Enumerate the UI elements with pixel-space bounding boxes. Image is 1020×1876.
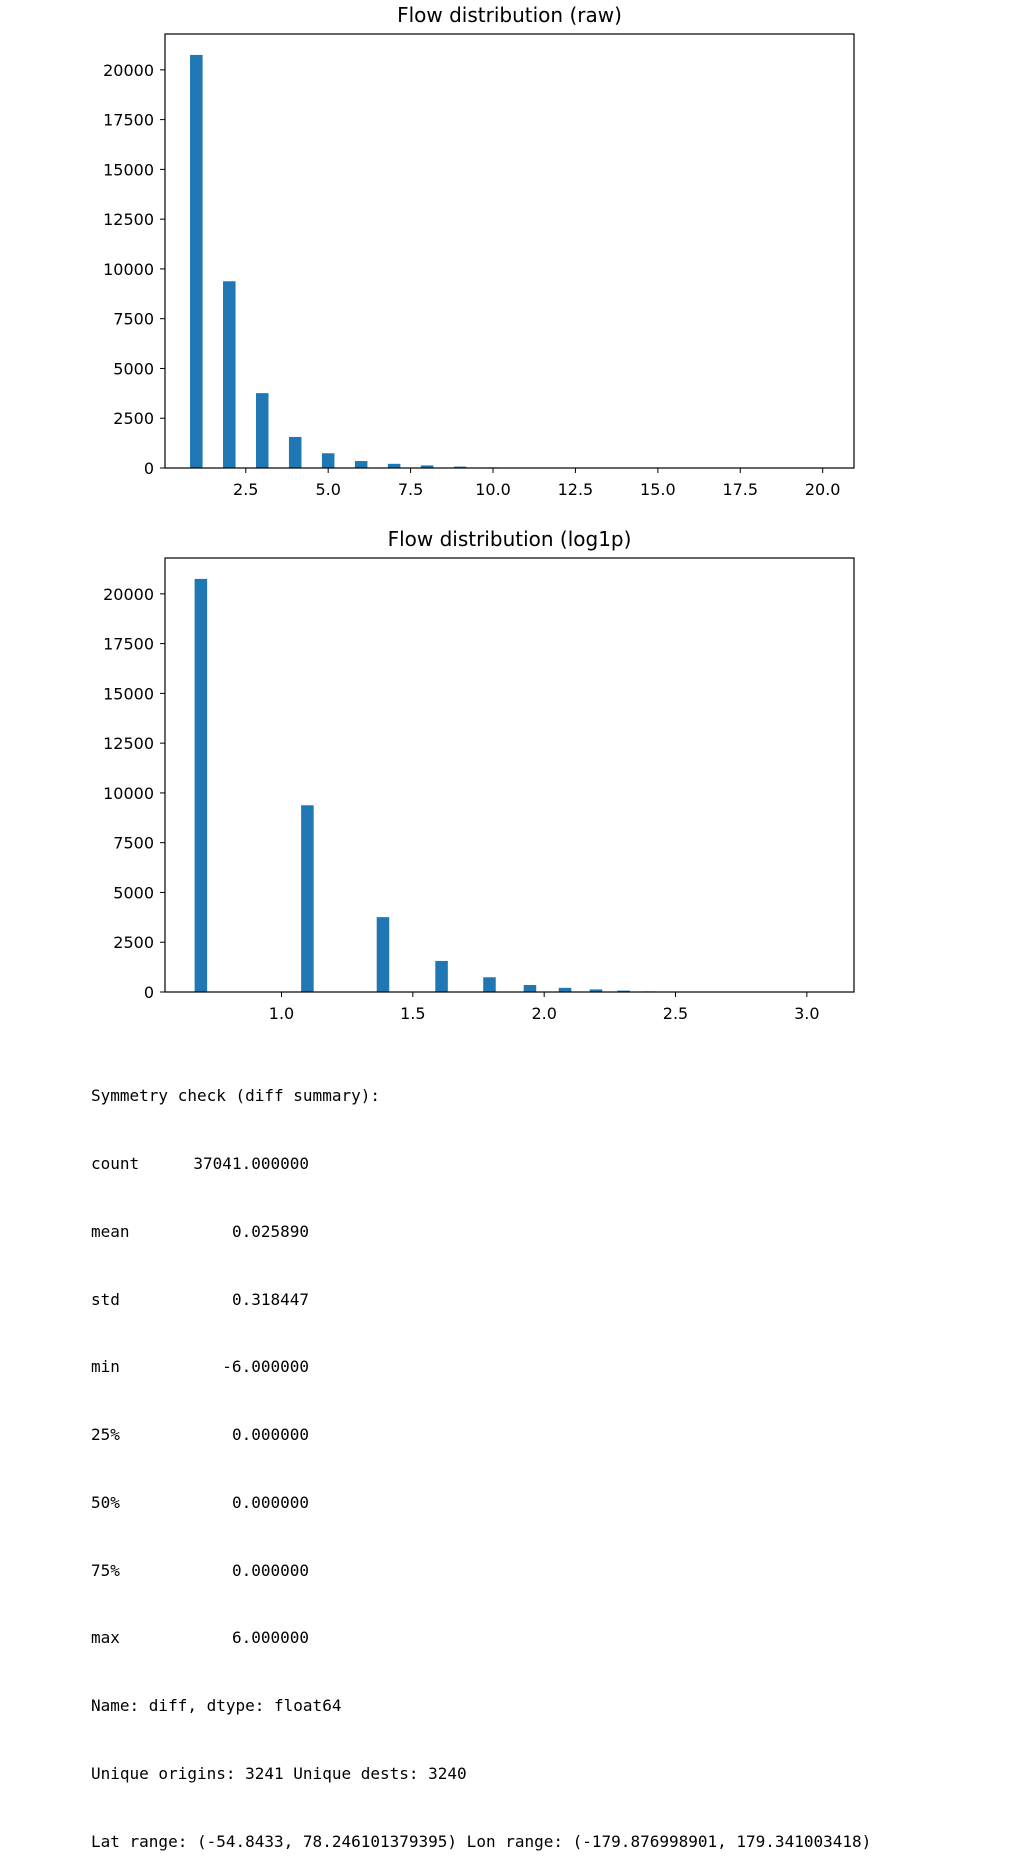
histogram-bar xyxy=(435,961,448,992)
y-tick-label: 0 xyxy=(144,983,154,1002)
stat-key: std xyxy=(91,1289,163,1312)
y-tick-label: 0 xyxy=(144,459,154,478)
histogram-bar xyxy=(301,805,314,992)
stat-row-25: 25%0.000000 xyxy=(91,1424,871,1447)
x-tick-label: 2.0 xyxy=(531,1004,556,1023)
y-tick-label: 12500 xyxy=(103,210,154,229)
stat-row-75: 75%0.000000 xyxy=(91,1560,871,1583)
y-tick-label: 15000 xyxy=(103,684,154,703)
x-tick-label: 1.5 xyxy=(400,1004,425,1023)
y-tick-label: 5000 xyxy=(113,359,154,378)
stat-value: 0.000000 xyxy=(163,1492,309,1515)
y-tick-label: 17500 xyxy=(103,635,154,654)
stat-value: 0.318447 xyxy=(163,1289,309,1312)
stat-row-50: 50%0.000000 xyxy=(91,1492,871,1515)
stat-key: 75% xyxy=(91,1560,163,1583)
stat-key: count xyxy=(91,1153,163,1176)
stat-value: 0.000000 xyxy=(163,1424,309,1447)
chart-flow-log1p: Flow distribution (log1p) 0 2500 5000 7500 10… xyxy=(0,524,1020,1048)
histogram-bar xyxy=(223,281,236,468)
plot-frame xyxy=(165,558,854,992)
x-tick-label: 20.0 xyxy=(805,480,841,499)
stat-key: 25% xyxy=(91,1424,163,1447)
y-tick-label: 20000 xyxy=(103,61,154,80)
stat-key: 50% xyxy=(91,1492,163,1515)
stat-value: 37041.000000 xyxy=(163,1153,309,1176)
y-tick-label: 10000 xyxy=(103,260,154,279)
output-name-line: Name: diff, dtype: float64 xyxy=(91,1695,871,1718)
x-tick-label: 10.0 xyxy=(475,480,511,499)
histogram-bar xyxy=(524,985,537,992)
stat-row-min: min-6.000000 xyxy=(91,1356,871,1379)
x-tick-label: 17.5 xyxy=(722,480,758,499)
x-tick-label: 2.5 xyxy=(233,480,258,499)
chart-title: Flow distribution (log1p) xyxy=(388,527,632,551)
y-tick-label: 15000 xyxy=(103,160,154,179)
y-tick-label: 12500 xyxy=(103,734,154,753)
output-range-line: Lat range: (-54.8433, 78.246101379395) L… xyxy=(91,1831,871,1854)
x-tick-label: 1.0 xyxy=(269,1004,294,1023)
output-unique-line: Unique origins: 3241 Unique dests: 3240 xyxy=(91,1763,871,1786)
histogram-bar xyxy=(195,579,208,992)
y-tick-label: 2500 xyxy=(113,933,154,952)
stat-value: -6.000000 xyxy=(163,1356,309,1379)
y-tick-label: 17500 xyxy=(103,111,154,130)
x-tick-label: 7.5 xyxy=(398,480,423,499)
histogram-bar xyxy=(289,437,302,468)
histogram-bar xyxy=(256,393,269,468)
histogram-bar xyxy=(559,988,572,992)
stat-key: min xyxy=(91,1356,163,1379)
stat-value: 0.000000 xyxy=(163,1560,309,1583)
chart-flow-raw: Flow distribution (raw) 0 2500 5000 7500 1000… xyxy=(0,0,1020,524)
x-tick-label: 2.5 xyxy=(663,1004,688,1023)
y-tick-label: 7500 xyxy=(113,310,154,329)
histogram-bar xyxy=(483,977,496,992)
stat-key: mean xyxy=(91,1221,163,1244)
histogram-bar xyxy=(377,917,390,992)
y-tick-label: 10000 xyxy=(103,784,154,803)
x-tick-label: 5.0 xyxy=(315,480,340,499)
y-tick-label: 7500 xyxy=(113,834,154,853)
x-tick-label: 12.5 xyxy=(558,480,594,499)
histogram-bar xyxy=(190,55,203,468)
x-tick-label: 15.0 xyxy=(640,480,676,499)
histogram-bar xyxy=(322,453,335,468)
y-tick-label: 20000 xyxy=(103,585,154,604)
stat-key: max xyxy=(91,1627,163,1650)
stat-value: 6.000000 xyxy=(163,1627,309,1650)
y-tick-label: 2500 xyxy=(113,409,154,428)
chart-title: Flow distribution (raw) xyxy=(397,3,622,27)
output-header: Symmetry check (diff summary): xyxy=(91,1085,871,1108)
stat-value: 0.025890 xyxy=(163,1221,309,1244)
histogram-bar xyxy=(355,461,368,468)
x-tick-label: 3.0 xyxy=(794,1004,819,1023)
y-tick-label: 5000 xyxy=(113,883,154,902)
histogram-bar xyxy=(388,464,401,468)
